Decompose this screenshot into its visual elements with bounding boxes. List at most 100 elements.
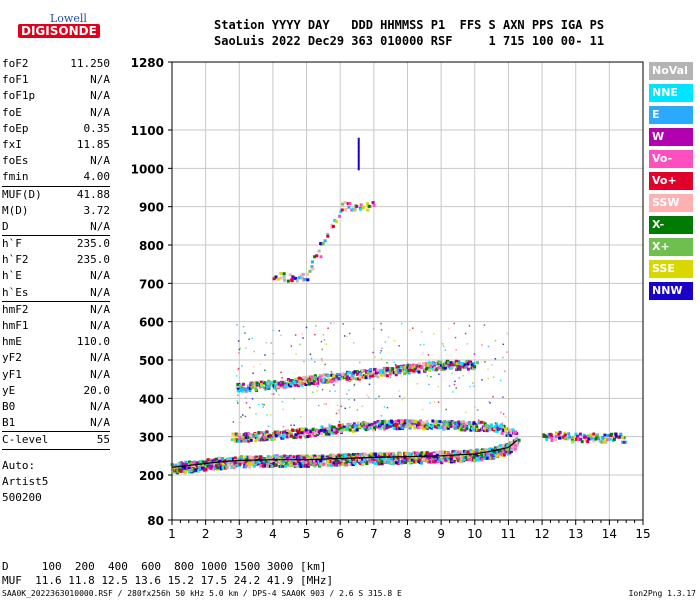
echo-point bbox=[281, 454, 285, 458]
echo-point bbox=[238, 384, 242, 388]
footer-muf-row: MUF 11.6 11.8 12.5 13.6 15.2 17.5 24.2 4… bbox=[2, 574, 334, 587]
echo-point bbox=[236, 324, 238, 326]
echo-point bbox=[376, 370, 380, 374]
echo-point bbox=[361, 460, 365, 464]
echo-point bbox=[388, 370, 392, 374]
legend-item-x-: X+ bbox=[649, 238, 693, 256]
echo-point bbox=[322, 430, 326, 434]
echo-point bbox=[368, 460, 372, 464]
logo-line1: Lowell bbox=[50, 12, 87, 25]
echo-point bbox=[586, 434, 590, 438]
echo-point bbox=[320, 380, 324, 384]
echo-point bbox=[296, 460, 300, 464]
echo-point bbox=[356, 421, 360, 425]
echo-point bbox=[246, 384, 249, 386]
echo-point bbox=[337, 377, 341, 381]
echo-point bbox=[353, 461, 357, 465]
param-value: 11.250 bbox=[70, 57, 110, 70]
echo-point bbox=[430, 423, 432, 426]
echo-point bbox=[388, 453, 392, 457]
echo-point bbox=[227, 460, 231, 464]
echo-point bbox=[380, 415, 383, 417]
echo-point bbox=[363, 369, 367, 373]
echo-point bbox=[473, 450, 477, 454]
echo-point bbox=[174, 469, 178, 473]
echo-point bbox=[283, 278, 287, 282]
echo-point bbox=[468, 453, 472, 457]
echo-point bbox=[292, 379, 296, 383]
echo-point bbox=[483, 422, 487, 426]
echo-point bbox=[321, 378, 325, 382]
echo-point bbox=[336, 372, 340, 376]
echo-point bbox=[298, 382, 302, 386]
echo-point bbox=[401, 369, 405, 373]
echo-point bbox=[605, 433, 609, 437]
echo-point bbox=[359, 452, 363, 456]
echo-point bbox=[391, 452, 395, 456]
param-name: fmin bbox=[2, 170, 29, 184]
echo-point bbox=[267, 434, 271, 438]
echo-point bbox=[394, 461, 398, 465]
echo-point bbox=[239, 421, 241, 424]
echo-point bbox=[455, 387, 457, 389]
echo-point bbox=[452, 391, 454, 393]
param-name: yE bbox=[2, 383, 16, 397]
echo-point bbox=[364, 372, 368, 376]
echo-point bbox=[496, 426, 500, 430]
echo-point bbox=[457, 425, 461, 429]
echo-point bbox=[300, 383, 304, 387]
echo-point bbox=[399, 395, 401, 398]
echo-point bbox=[326, 464, 330, 468]
echo-point bbox=[447, 455, 451, 459]
echo-point bbox=[355, 426, 357, 429]
echo-point bbox=[353, 399, 356, 401]
echo-point bbox=[199, 467, 203, 471]
echo-point bbox=[382, 366, 386, 370]
echo-point bbox=[460, 420, 464, 424]
param-value: N/A bbox=[90, 367, 110, 381]
echo-point bbox=[282, 425, 285, 428]
echo-point bbox=[348, 422, 352, 426]
echo-point bbox=[509, 433, 513, 437]
echo-point bbox=[335, 220, 339, 224]
echo-point bbox=[336, 404, 339, 406]
echo-point bbox=[247, 432, 251, 436]
echo-point bbox=[387, 336, 390, 338]
echo-point bbox=[325, 403, 327, 405]
echo-point bbox=[455, 349, 457, 351]
echo-point bbox=[184, 460, 188, 464]
echo-point bbox=[563, 431, 567, 435]
echo-point bbox=[332, 376, 334, 378]
echo-point bbox=[302, 454, 306, 458]
echo-point bbox=[434, 421, 438, 425]
param-name: D bbox=[2, 219, 9, 233]
echo-point bbox=[361, 454, 365, 458]
echo-point bbox=[320, 358, 323, 360]
y-tick-label: 200 bbox=[139, 469, 164, 483]
echo-point bbox=[383, 427, 387, 431]
echo-point bbox=[483, 448, 487, 452]
echo-point bbox=[487, 345, 490, 348]
echo-point bbox=[432, 452, 436, 456]
echo-point bbox=[320, 432, 324, 436]
echo-point bbox=[421, 427, 425, 431]
echo-point bbox=[470, 366, 474, 370]
echo-point bbox=[510, 440, 514, 444]
param-divider bbox=[2, 300, 110, 302]
echo-point bbox=[499, 444, 503, 448]
echo-point bbox=[252, 464, 256, 468]
echo-point bbox=[331, 224, 335, 228]
echo-point bbox=[394, 419, 398, 423]
echo-point bbox=[251, 459, 255, 463]
echo-point bbox=[403, 365, 407, 369]
echo-point bbox=[273, 380, 277, 384]
echo-point bbox=[317, 456, 321, 460]
echo-point bbox=[346, 460, 350, 464]
echo-point bbox=[430, 424, 434, 428]
echo-point bbox=[294, 334, 297, 336]
x-tick-label: 15 bbox=[635, 527, 650, 541]
echo-point bbox=[245, 402, 248, 404]
echo-point bbox=[582, 433, 586, 437]
echo-point bbox=[393, 427, 397, 431]
echo-point bbox=[414, 456, 418, 460]
